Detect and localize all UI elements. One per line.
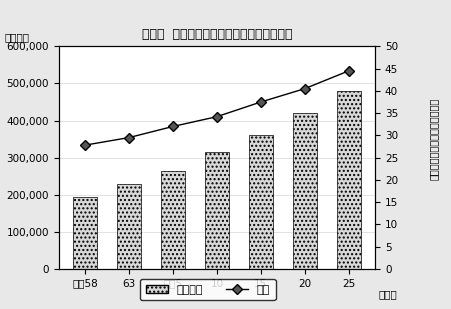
Text: 主世帯総数に占める割合（％）: 主世帯総数に占める割合（％） [428,98,438,180]
Bar [73,197,97,269]
Bar [292,113,316,269]
Title: 図－８  高齢者のいる主世帯の推移－茨城県: 図－８ 高齢者のいる主世帯の推移－茨城県 [142,28,291,41]
Bar [117,184,141,269]
Text: （世帯）: （世帯） [5,32,30,42]
Bar [204,152,229,269]
Legend: 主世帯数, 割合: 主世帯数, 割合 [140,279,275,300]
Bar [248,135,272,269]
Bar [336,91,360,269]
Bar [161,171,185,269]
Text: （年）: （年） [377,289,396,299]
